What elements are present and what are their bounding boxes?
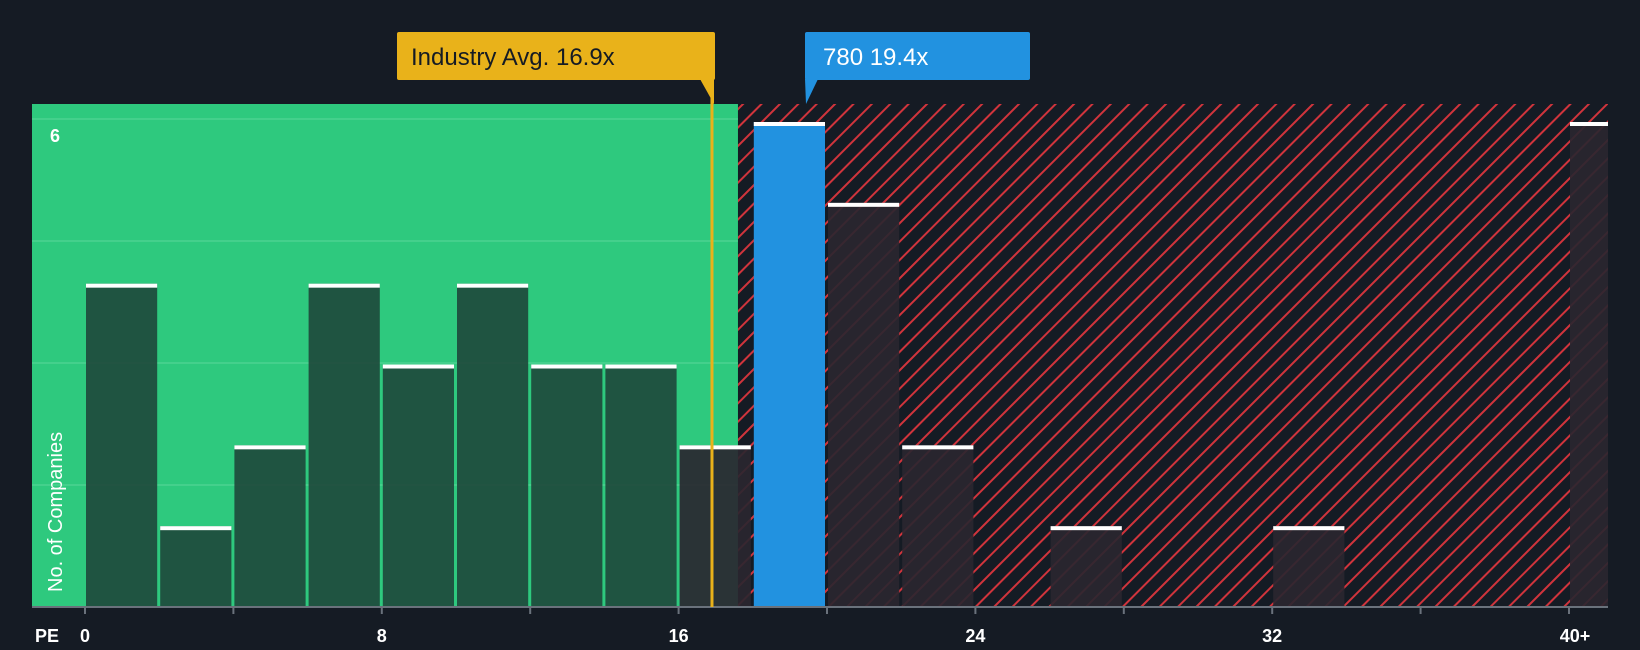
x-tick-label: 8	[377, 626, 387, 646]
bar-cap	[1570, 122, 1608, 126]
bar	[1570, 122, 1608, 607]
bar-cap	[1050, 526, 1122, 531]
bar-cap	[1273, 526, 1345, 531]
industry-avg-label: Industry Avg. 16.9x	[411, 44, 615, 71]
bar-cap	[86, 283, 158, 288]
bar	[679, 445, 751, 607]
bar-cap	[902, 445, 974, 450]
bar-cap	[531, 364, 603, 369]
bar	[234, 445, 306, 607]
x-tick-label: 16	[669, 626, 689, 646]
industry-avg-callout-box	[397, 32, 715, 80]
bar-cap	[382, 364, 454, 369]
x-tick-label: 0	[80, 626, 90, 646]
bar	[382, 364, 454, 607]
company-callout: 780 19.4x	[805, 32, 1030, 104]
x-tick-marks	[84, 607, 1570, 614]
bar	[605, 364, 677, 607]
bar	[86, 283, 158, 607]
bar-cap	[160, 526, 232, 531]
x-tick-label: 32	[1262, 626, 1282, 646]
bar-cap	[308, 283, 380, 288]
company-callout-pointer	[805, 79, 818, 104]
x-tick-label: 24	[965, 626, 985, 646]
x-tick-labels: 0 8 16 24 32 40+	[80, 626, 1590, 646]
bar	[308, 283, 380, 607]
bar-cap	[753, 122, 825, 126]
bar	[753, 122, 825, 607]
industry-avg-callout-pointer	[699, 79, 714, 104]
bar	[902, 445, 974, 607]
bar	[1273, 526, 1345, 607]
bar-cap	[234, 445, 306, 450]
bar	[828, 202, 900, 608]
x-axis-label: PE	[35, 626, 59, 646]
company-callout-box	[805, 32, 1030, 80]
x-tick-label: 40+	[1560, 626, 1591, 646]
bar	[531, 364, 603, 607]
bar-cap	[679, 445, 751, 450]
industry-avg-callout: Industry Avg. 16.9x	[397, 32, 715, 104]
bar	[160, 526, 232, 607]
bar-cap	[457, 283, 529, 288]
y-tick-label: 6	[50, 126, 60, 146]
y-axis-label: No. of Companies	[45, 432, 67, 592]
bar	[1050, 526, 1122, 607]
bar-cap	[828, 202, 900, 207]
bar-cap	[605, 364, 677, 369]
bar	[457, 283, 529, 607]
company-label: 780 19.4x	[823, 44, 928, 71]
bars	[86, 122, 1608, 608]
